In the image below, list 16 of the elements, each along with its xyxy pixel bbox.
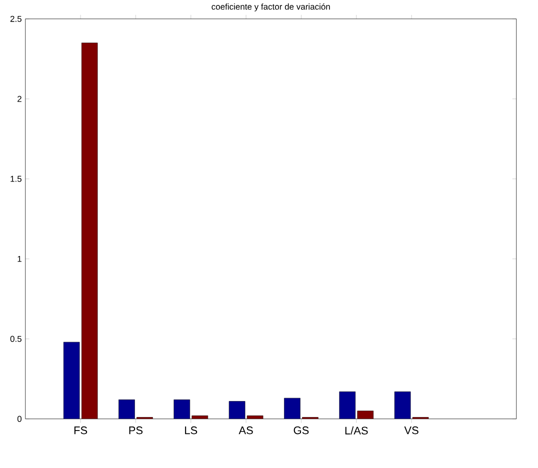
y-tick-label: 0 [17, 416, 22, 422]
x-tick-label: FS [74, 426, 88, 434]
x-tick-label: AS [238, 426, 253, 434]
x-tick-label: GS [294, 426, 309, 434]
y-tick-label: 0.5 [10, 336, 22, 342]
chart-title: coeficiente y factor de variación [212, 3, 330, 12]
y-tick-label: 2.5 [10, 16, 22, 22]
x-tick-label: PS [129, 426, 143, 434]
x-tick-label: L/AS [345, 426, 368, 434]
y-tick-label: 1.5 [10, 176, 22, 182]
x-tick-label: VS [404, 426, 418, 434]
x-tick-label: LS [185, 426, 198, 434]
y-tick-label: 1 [18, 256, 22, 262]
bar [357, 410, 374, 419]
bar [81, 42, 98, 419]
y-tick-label: 2 [18, 96, 22, 102]
